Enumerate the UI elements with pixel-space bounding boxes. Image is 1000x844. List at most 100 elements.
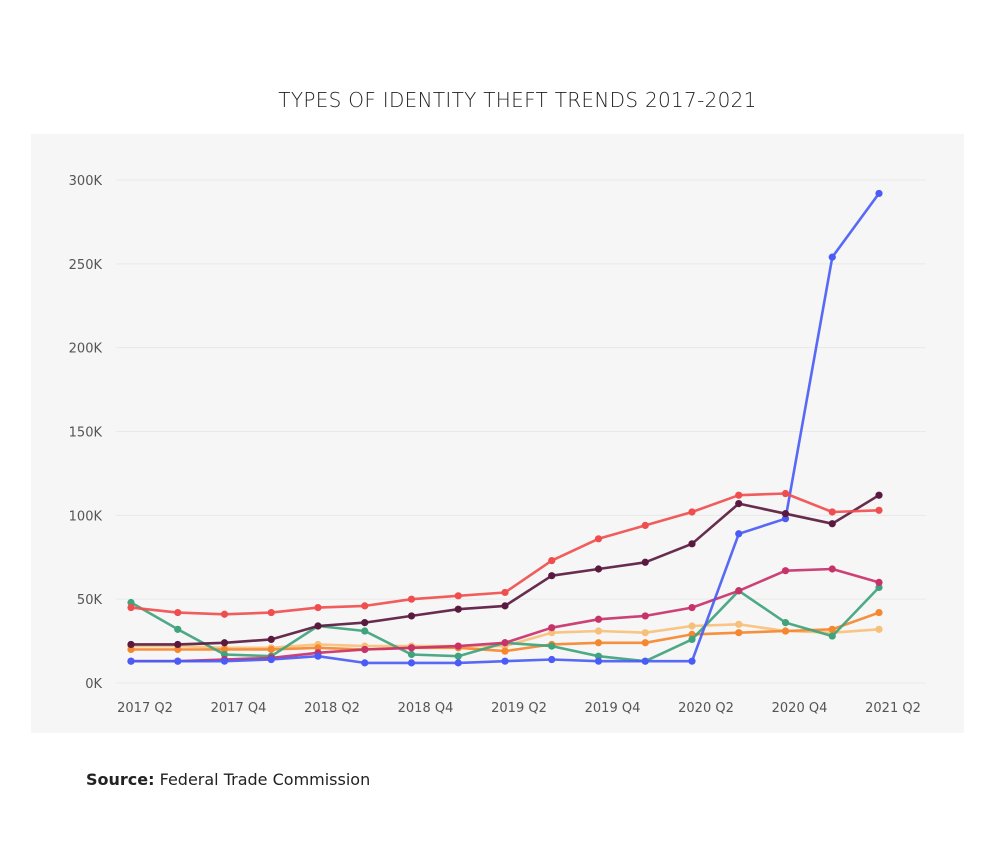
data-point — [267, 655, 275, 664]
data-point — [641, 521, 649, 529]
data-point — [688, 540, 696, 548]
x-tick-label: 2020 Q4 — [772, 701, 828, 716]
data-point — [407, 612, 416, 620]
data-point — [688, 508, 696, 516]
data-point — [267, 608, 275, 617]
data-point — [641, 657, 649, 665]
data-point — [828, 565, 836, 573]
data-point — [361, 627, 369, 635]
data-point — [548, 557, 556, 565]
data-point — [781, 627, 790, 635]
data-point — [548, 624, 556, 632]
data-point — [735, 629, 743, 637]
y-tick-label: 100K — [69, 509, 103, 524]
series-line-6 — [129, 493, 881, 646]
data-point — [735, 499, 743, 508]
data-point — [127, 657, 135, 665]
data-point — [361, 602, 369, 610]
data-point — [688, 635, 696, 644]
series-line-7 — [129, 492, 881, 616]
data-point — [594, 535, 603, 543]
data-point — [875, 189, 883, 198]
data-point — [688, 603, 696, 612]
data-point — [828, 625, 836, 633]
data-point — [781, 510, 790, 518]
data-point — [361, 619, 369, 627]
y-tick-label: 200K — [69, 342, 103, 357]
data-point — [174, 608, 182, 617]
y-tick-label: 150K — [69, 426, 103, 441]
data-point — [641, 612, 649, 620]
data-point — [641, 629, 649, 637]
data-point — [220, 650, 229, 659]
data-point — [174, 640, 182, 649]
data-point — [828, 632, 836, 640]
data-point — [407, 650, 416, 659]
data-point — [875, 578, 883, 586]
data-point — [594, 565, 603, 573]
data-point — [875, 491, 883, 499]
y-tick-label: 300K — [69, 174, 103, 189]
data-point — [174, 645, 182, 654]
data-point — [220, 610, 229, 618]
x-tick-label: 2019 Q2 — [491, 701, 547, 716]
chart-title: TYPES OF IDENTITY THEFT TRENDS 2017-2021 — [278, 88, 757, 112]
data-point — [548, 629, 556, 637]
data-point — [407, 659, 416, 667]
data-point — [314, 652, 322, 660]
data-point — [781, 567, 790, 575]
data-point — [127, 598, 135, 607]
data-point — [548, 655, 556, 664]
line-chart: 0K 50K 100K 150K 200K 250K 300K 2017 Q2 2017 Q4 2… — [69, 174, 926, 716]
data-point — [594, 652, 603, 660]
data-point — [174, 625, 182, 633]
data-point — [688, 657, 696, 665]
x-tick-label: 2021 Q2 — [865, 701, 921, 716]
data-point — [828, 520, 836, 528]
data-point — [641, 558, 649, 566]
data-point — [407, 644, 416, 652]
data-point — [267, 645, 275, 654]
data-point — [781, 489, 790, 498]
data-point — [127, 603, 135, 612]
data-point — [454, 642, 462, 650]
data-point — [220, 639, 229, 647]
data-point — [454, 592, 462, 600]
data-point — [688, 622, 696, 630]
source-note: Source: Federal Trade Commission — [86, 770, 370, 789]
data-point — [220, 657, 229, 665]
data-point — [735, 620, 743, 628]
data-point — [875, 625, 883, 633]
x-tick-label: 2020 Q2 — [678, 701, 734, 716]
data-point — [361, 659, 369, 667]
data-point — [501, 639, 509, 647]
data-point — [220, 645, 229, 654]
data-point — [407, 595, 416, 603]
x-tick-label: 2017 Q2 — [117, 701, 173, 716]
data-point — [875, 608, 883, 617]
y-tick-label: 250K — [69, 258, 103, 273]
data-point — [548, 642, 556, 650]
data-point — [454, 652, 462, 660]
data-point — [454, 659, 462, 667]
data-point — [735, 530, 743, 538]
data-point — [781, 515, 790, 523]
data-point — [314, 644, 322, 652]
data-point — [127, 645, 135, 654]
data-point — [594, 627, 603, 635]
data-point — [781, 619, 790, 627]
data-point — [314, 603, 322, 612]
data-point — [875, 583, 883, 592]
data-point — [875, 506, 883, 514]
data-point — [594, 657, 603, 665]
data-point — [735, 587, 743, 595]
data-point — [594, 615, 603, 623]
data-point — [828, 253, 836, 261]
y-tick-label: 0K — [85, 677, 102, 692]
source-text: Federal Trade Commission — [159, 770, 371, 789]
data-point — [454, 605, 462, 613]
data-point — [174, 657, 182, 665]
data-point — [548, 572, 556, 580]
data-point — [127, 640, 135, 649]
data-point — [594, 639, 603, 647]
